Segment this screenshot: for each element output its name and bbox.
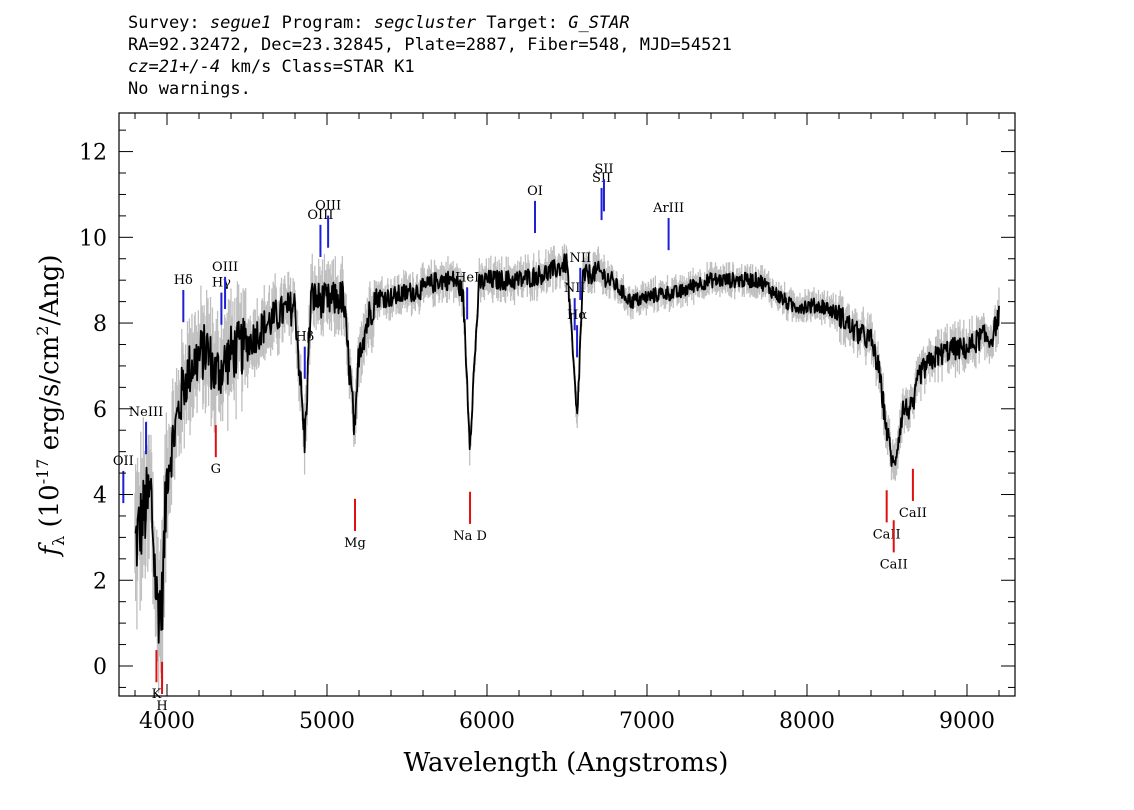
absorption-line-label: CaII: [899, 506, 927, 521]
x-axis-label: Wavelength (Angstroms): [404, 748, 729, 778]
plot-frame: [118, 112, 1016, 697]
x-tick-label: 9000: [939, 709, 995, 734]
emission-line-label: Hβ: [295, 330, 314, 345]
header-line-1: Survey: segue1 Program: segcluster Targe…: [128, 12, 732, 34]
emission-line-label: OIII: [315, 199, 341, 214]
redshift-value: cz=21+/-4: [128, 57, 221, 77]
emission-line-label: ArIII: [652, 201, 684, 216]
emission-line-label: OIII: [212, 260, 238, 275]
absorption-line-label: Mg: [344, 536, 366, 551]
x-tick-label: 7000: [619, 709, 675, 734]
emission-line-label: SII: [592, 171, 611, 186]
program-label: Program:: [281, 13, 364, 33]
absorption-line-label: K: [152, 687, 162, 702]
absorption-line-label: H: [156, 699, 167, 714]
emission-line-label: NII: [569, 251, 591, 266]
emission-line-label: NeIII: [129, 405, 163, 420]
y-tick-label: 10: [79, 226, 107, 251]
absorption-line-label: CaII: [880, 557, 908, 572]
y-axis-label: fλ (10-17 erg/s/cm2/Ang): [33, 254, 68, 557]
target-label: Target:: [486, 13, 558, 33]
emission-line-label: SII: [594, 162, 613, 177]
spectrum-header: Survey: segue1 Program: segcluster Targe…: [128, 12, 732, 100]
y-tick-label: 12: [79, 141, 107, 166]
y-tick-label: 4: [93, 484, 107, 509]
spectrum-line: [134, 253, 1000, 644]
target-value: G_STAR: [568, 13, 630, 33]
y-tick-label: 2: [93, 569, 107, 594]
y-tick-label: 8: [93, 312, 107, 337]
emission-line-label: Hα: [567, 308, 587, 323]
survey-value: segue1: [209, 13, 272, 33]
x-axis-ticks: 4000 5000 6000 7000 8000 9000: [134, 113, 1000, 734]
emission-line-label: OII: [113, 454, 134, 469]
emission-line-label: HeI: [455, 270, 479, 285]
x-tick-label: 6000: [459, 709, 515, 734]
emission-line-label: OI: [527, 184, 543, 199]
emission-line-label: OIII: [307, 208, 333, 223]
y-axis-ticks: 0 2 4 6 8 10 12: [79, 129, 1015, 688]
y-tick-label: 0: [93, 655, 107, 680]
absorption-line-label: Na D: [453, 529, 487, 544]
header-line-4: No warnings.: [128, 79, 251, 99]
emission-line-label: NII: [564, 281, 586, 296]
y-tick-label: 6: [93, 398, 107, 423]
absorption-line-label: CaII: [873, 527, 901, 542]
spectrum-series: [134, 253, 1000, 644]
x-tick-label: 4000: [139, 709, 195, 734]
emission-line-label: Hδ: [174, 273, 193, 288]
program-value: segcluster: [373, 13, 477, 33]
survey-label: Survey:: [128, 13, 200, 33]
class-value: km/s Class=STAR K1: [230, 57, 415, 77]
header-line-2: RA=92.32472, Dec=23.32845, Plate=2887, F…: [128, 35, 732, 55]
absorption-line-label: G: [211, 462, 221, 477]
header-line-3: cz=21+/-4 km/s Class=STAR K1: [128, 56, 732, 78]
x-tick-label: 8000: [779, 709, 835, 734]
x-tick-label: 5000: [299, 709, 355, 734]
emission-line-label: Hγ: [212, 276, 231, 291]
